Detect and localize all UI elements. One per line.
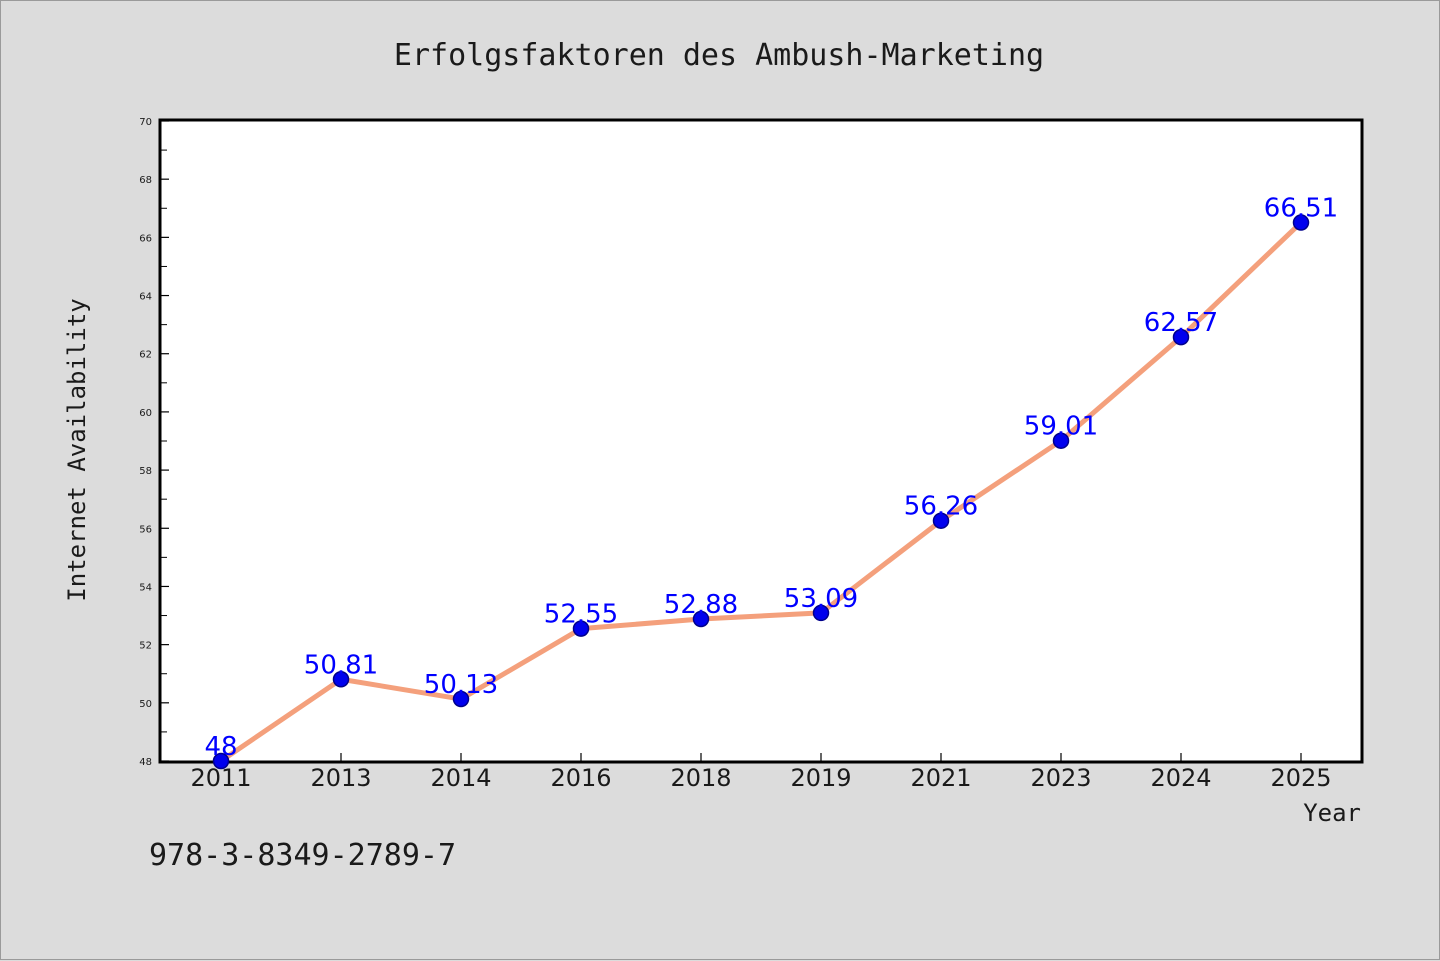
data-label-2011: 48	[204, 732, 237, 762]
x-tick-label: 2018	[670, 764, 731, 792]
y-axis: 48 50 52 54 56 58 60 62 64 66 68 70	[139, 117, 169, 768]
data-label-2019: 53.09	[784, 584, 858, 614]
y-axis-label: Internet Availability	[63, 298, 91, 601]
y-tick-label: 64	[139, 292, 152, 303]
x-tick-label: 2025	[1270, 764, 1331, 792]
data-label-2023: 59.01	[1024, 412, 1098, 442]
chart-title: Erfolgsfaktoren des Ambush-Marketing	[394, 38, 1044, 73]
data-point-2016	[572, 620, 590, 637]
data-point-2021	[932, 512, 950, 529]
x-tick-label: 2021	[910, 764, 971, 792]
data-label-2013: 50.81	[304, 650, 378, 680]
data-label-2018: 52.88	[664, 590, 738, 620]
data-label-2021: 56.26	[904, 492, 978, 522]
x-tick-label: 2016	[550, 764, 611, 792]
data-point-2011	[212, 752, 230, 770]
data-point-2013	[332, 671, 350, 688]
data-label-2024: 62.57	[1144, 308, 1218, 338]
x-tick-label: 2019	[790, 764, 851, 792]
y-tick-label: 68	[139, 175, 152, 186]
y-tick-label: 70	[139, 117, 152, 128]
data-point-2018	[692, 610, 710, 628]
plot-area	[158, 118, 1364, 764]
data-point-2023	[1052, 432, 1070, 449]
x-tick-label: 2024	[1150, 764, 1211, 792]
y-tick-label: 54	[139, 582, 152, 593]
x-tick-label: 2013	[310, 764, 371, 792]
data-label-2016: 52.55	[544, 600, 618, 630]
x-axis-label: Year	[1303, 799, 1361, 827]
y-tick-label: 48	[139, 757, 152, 768]
x-tick-label: 2023	[1030, 764, 1091, 792]
data-point-2024	[1172, 328, 1190, 346]
data-point-2014	[452, 690, 470, 708]
y-tick-label: 62	[139, 350, 152, 361]
isbn-text: 978-3-8349-2789-7	[149, 838, 456, 873]
data-label-2014: 50.13	[424, 670, 498, 700]
y-tick-label: 60	[139, 408, 152, 419]
data-point-2019	[812, 604, 830, 622]
y-tick-label: 66	[139, 233, 152, 244]
data-point-2025	[1292, 214, 1310, 231]
y-tick-label: 58	[139, 466, 152, 477]
x-tick-label: 2014	[430, 764, 491, 792]
series-layer: 48 50.81 50.13 52.55 52.88 53.09 56.26 59.01 62.…	[204, 194, 1338, 770]
series-line	[218, 220, 1304, 764]
y-tick-label: 56	[139, 524, 152, 535]
y-tick-label: 52	[139, 641, 152, 652]
y-tick-label: 50	[139, 699, 152, 710]
data-label-2025: 66.51	[1264, 194, 1338, 224]
